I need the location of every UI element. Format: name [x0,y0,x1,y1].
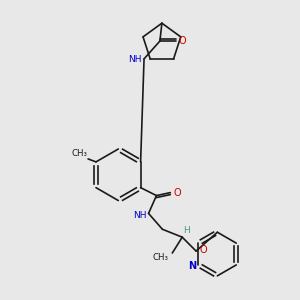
Text: O: O [199,245,207,255]
Text: NH: NH [128,55,142,64]
Text: N: N [188,261,196,271]
Text: NH: NH [133,211,146,220]
Text: H: H [183,226,190,235]
Text: O: O [179,36,187,46]
Text: O: O [173,188,181,198]
Text: CH₃: CH₃ [152,254,168,262]
Text: CH₃: CH₃ [71,149,87,158]
